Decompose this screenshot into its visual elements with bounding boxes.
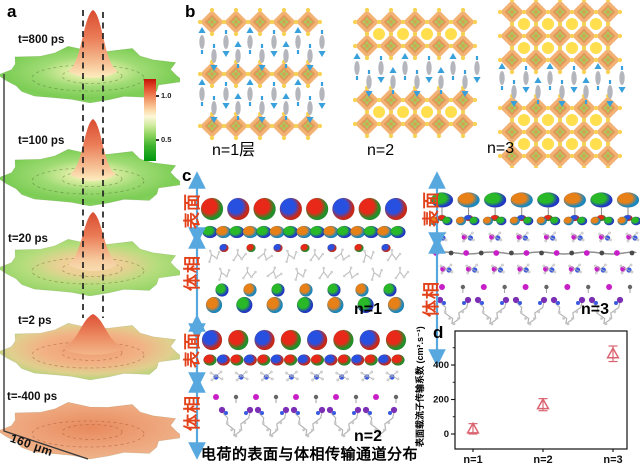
sublabel-n3: n=3: [581, 301, 610, 318]
colorbar-tick-high: 1.0: [161, 91, 172, 100]
time-label-20ps: t=20 ps: [8, 233, 48, 245]
structure-label-n3: n=3: [487, 140, 515, 157]
surface-label-n2: 表面: [183, 332, 202, 368]
surface-label-n1: 表面: [183, 193, 202, 229]
colorbar-tick-high-mark: [156, 95, 159, 97]
panel-d-ylabel: 表面载流子传输系数 (cm².s⁻¹): [415, 326, 425, 447]
sublabel-n1: n=1: [354, 301, 383, 318]
structure-label-n1: n=1层: [212, 142, 256, 159]
panel-b-letter: b: [185, 2, 196, 21]
surface-label-n3: 表面: [422, 191, 441, 227]
bulk-label-n3: 体相: [422, 281, 441, 317]
svg-text:400: 400: [433, 360, 449, 371]
panel-d-plot: 0 200 400 n=1 n=2 n=3: [433, 330, 628, 466]
panel-c-caption: 电荷的表面与体相传输通道分布: [201, 446, 419, 463]
svg-text:n=1: n=1: [463, 454, 482, 466]
time-label-800ps: t=800 ps: [18, 34, 65, 46]
svg-text:0: 0: [444, 429, 449, 440]
panel-d-letter: d: [433, 323, 444, 342]
colorbar-tick-low-mark: [156, 139, 159, 141]
time-label-100ps: t=100 ps: [18, 135, 65, 147]
panel-c-channels: [188, 171, 640, 460]
time-label-2ps: t=2 ps: [18, 315, 52, 327]
structure-label-n2: n=2: [367, 142, 395, 159]
sublabel-n2: n=2: [354, 428, 383, 445]
svg-text:n=2: n=2: [533, 454, 552, 466]
colorbar: [144, 79, 156, 161]
panel-a-surface-plots: [0, 10, 180, 460]
time-label-m400ps: t=-400 ps: [7, 391, 58, 403]
svg-text:n=3: n=3: [603, 454, 622, 466]
bulk-label-n2: 体相: [183, 395, 202, 431]
svg-text:200: 200: [433, 395, 449, 406]
panel-c-letter: c: [182, 166, 192, 185]
panel-a-letter: a: [7, 2, 17, 21]
panel-b-structures: [197, 0, 626, 168]
colorbar-tick-low: 0.5: [161, 135, 172, 144]
bulk-label-n1: 体相: [183, 255, 202, 291]
